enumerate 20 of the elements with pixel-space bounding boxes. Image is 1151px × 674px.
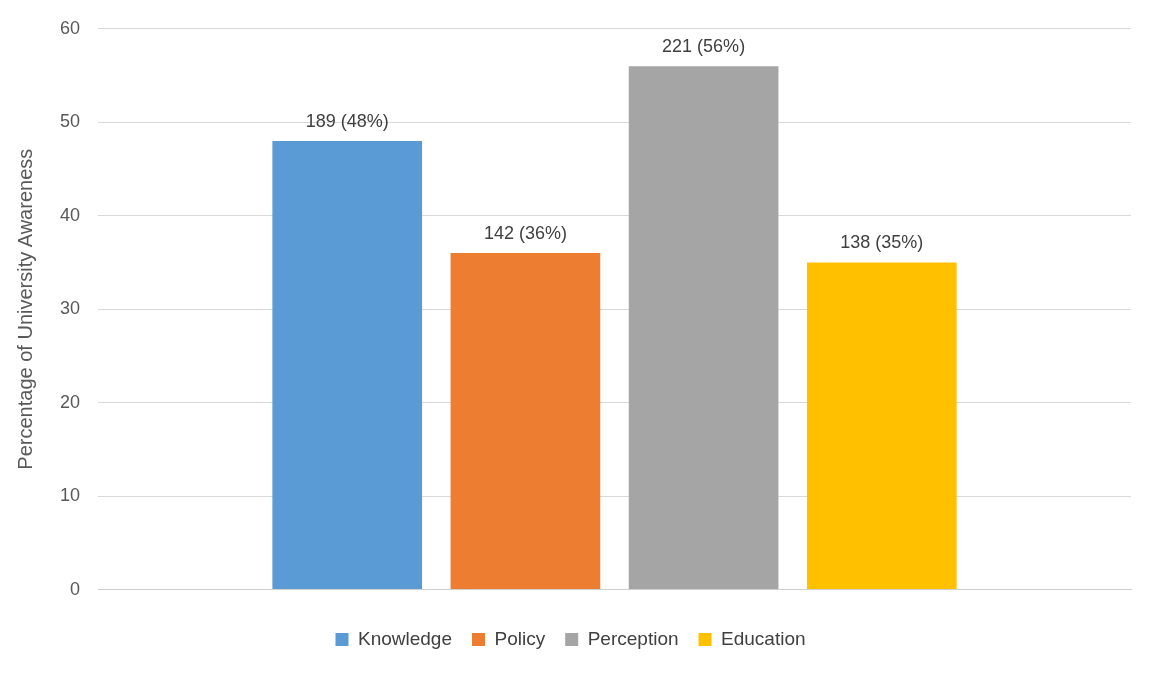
y-tick-label: 50 <box>59 111 81 132</box>
bar <box>628 66 779 590</box>
y-tick-label: 10 <box>59 485 81 506</box>
legend-label: Knowledge <box>357 627 453 649</box>
data-label: 189 (48%) <box>305 110 389 131</box>
y-tick-label: 20 <box>59 391 81 412</box>
legend-label: Policy <box>494 627 546 649</box>
y-tick-label: 40 <box>59 204 81 225</box>
data-label: 142 (36%) <box>483 223 567 244</box>
bar <box>272 140 423 590</box>
y-tick-label: 60 <box>59 17 81 38</box>
legend-label: Education <box>721 627 806 649</box>
y-tick-label: 0 <box>70 578 81 599</box>
bar <box>450 253 601 590</box>
data-label: 138 (35%) <box>840 232 924 253</box>
legend-label: Perception <box>587 627 679 649</box>
bar <box>806 262 957 590</box>
data-label: 221 (56%) <box>662 36 746 57</box>
y-axis-title: Percentage of University Awareness <box>13 148 36 470</box>
y-tick-label: 30 <box>59 298 81 319</box>
